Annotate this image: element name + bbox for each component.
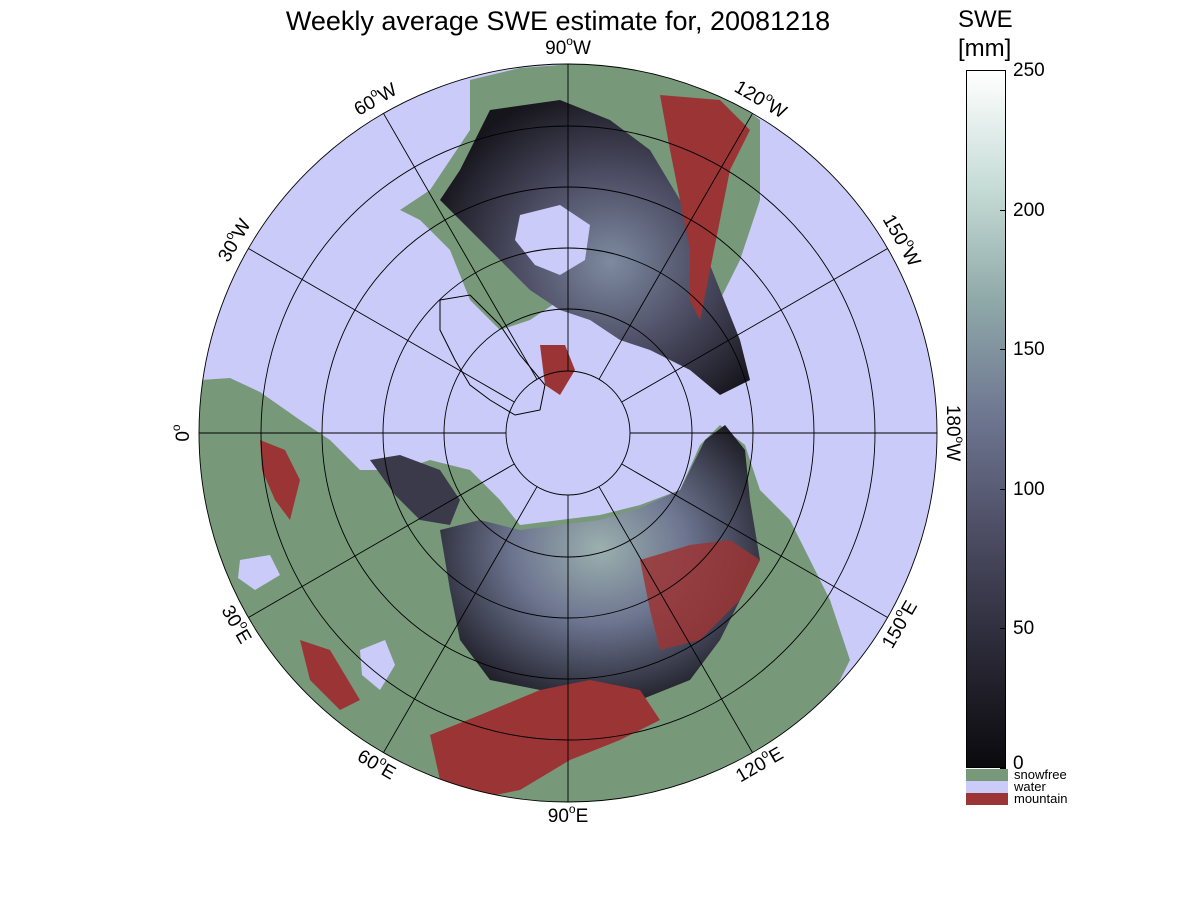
legend-swatch-snowfree (966, 769, 1008, 781)
meridian-line (621, 463, 888, 618)
meridian-line (248, 463, 515, 618)
legend-swatch-mountain (966, 793, 1008, 805)
colorbar-tick-mark (1000, 349, 1006, 351)
scandinavia-snow (370, 455, 460, 525)
greenland-mountain (540, 345, 575, 395)
colorbar-tick-mark (1000, 488, 1006, 490)
colorbar-tick-mark (1000, 209, 1006, 211)
hudson-bay (515, 205, 590, 275)
colorbar-tick-label: 200 (1013, 199, 1045, 221)
longitude-label: 90oW (545, 34, 591, 59)
longitude-label: 90oE (548, 802, 589, 827)
longitude-label: 0o (169, 424, 194, 442)
colorbar-tick-label: 50 (1013, 618, 1035, 640)
black-sea (238, 555, 280, 590)
meridian-line (598, 113, 753, 380)
colorbar-title-line1: SWE (958, 6, 1013, 33)
meridian-line (383, 486, 538, 753)
colorbar-title-line2: [mm] (958, 35, 1012, 62)
meridian-line (621, 248, 888, 403)
himalaya-mountain (430, 680, 660, 800)
map-title: Weekly average SWE estimate for, 2008121… (285, 6, 831, 36)
colorbar (966, 70, 1006, 768)
legend-swatch-water (966, 781, 1008, 793)
colorbar-tick-mark (1000, 70, 1006, 71)
colorbar-title: SWE [mm] (958, 5, 1013, 63)
colorbar-tick-label: 100 (1013, 478, 1045, 500)
colorbar-tick-mark (1000, 768, 1006, 769)
colorbar-tick-label: 0 (1013, 753, 1024, 774)
america-snow (440, 100, 750, 395)
legend-label-water: water (1014, 779, 1046, 794)
siberia-mountain (640, 540, 760, 650)
meridian-line (248, 248, 515, 403)
colorbar-tick-mark (1000, 628, 1006, 630)
meridian-line (383, 113, 538, 380)
longitude-label: 180oW (942, 405, 967, 461)
legend-label-snowfree: snowfree (1014, 767, 1067, 782)
meridians (199, 64, 937, 802)
scandinavia-mountain (260, 440, 300, 520)
rockies-mountain (660, 95, 750, 320)
meridian-line (598, 486, 753, 753)
colorbar-tick-label: 150 (1013, 339, 1045, 361)
caspian-sea (360, 640, 395, 690)
colorbar-tick-label: 250 (1013, 60, 1045, 81)
legend-label-mountain: mountain (1014, 791, 1068, 806)
greenland (439, 294, 546, 416)
ural-mountain (300, 640, 360, 710)
